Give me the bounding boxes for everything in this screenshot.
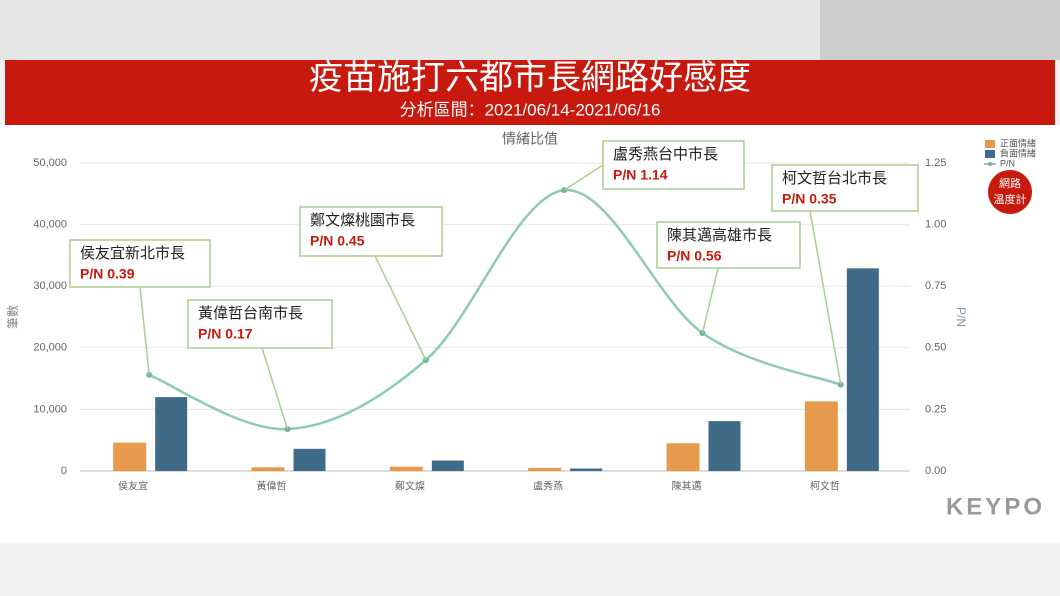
bar [431, 460, 464, 471]
badge-text: 網路 [999, 176, 1021, 190]
y2-tick-label: 0.50 [925, 342, 946, 354]
bar [293, 448, 326, 471]
legend-label: 負面情緒 [1000, 147, 1036, 158]
annotation-box [602, 140, 745, 190]
y2-axis-label: P/N [954, 307, 968, 327]
title-banner [5, 60, 1055, 125]
y2-tick-label: 0.00 [925, 465, 946, 477]
legend-label: P/N [1000, 158, 1015, 168]
annotation-title: 侯友宜新北市長 [80, 245, 185, 262]
y-tick-label: 20,000 [33, 342, 67, 354]
leader-line [139, 286, 150, 375]
y-tick-label: 30,000 [33, 280, 67, 292]
bar [113, 442, 147, 471]
annotation-title: 鄭文燦桃園市長 [310, 212, 415, 229]
x-tick-label: 鄭文燦 [395, 480, 425, 493]
annotation-value: P/N 1.14 [613, 167, 668, 183]
bar [155, 397, 188, 471]
annotation-box [771, 164, 919, 212]
badge-logo [988, 170, 1032, 214]
photo-blur [820, 0, 1060, 60]
annotation-box [656, 221, 801, 269]
leader-line [563, 164, 604, 191]
y-tick-label: 40,000 [33, 219, 67, 231]
y2-tick-label: 1.25 [925, 157, 946, 169]
pn-line [148, 188, 842, 431]
annotation-value: P/N 0.56 [667, 248, 722, 264]
bar [666, 443, 700, 471]
bar [251, 467, 285, 471]
x-tick-label: 黃偉哲 [257, 480, 287, 493]
annotation-title: 柯文哲台北市長 [782, 170, 887, 187]
annotation-title: 盧秀燕台中市長 [613, 146, 718, 163]
chart-title: 疫苗施打六都市長網路好感度 [309, 59, 751, 97]
annotation-value: P/N 0.35 [782, 191, 837, 207]
y-axis-label: 筆數 [6, 305, 20, 329]
legend-swatch [988, 162, 992, 166]
annotation-box [69, 239, 211, 288]
legend-label: 正面情緒 [1000, 137, 1036, 148]
y2-tick-label: 1.00 [925, 219, 946, 231]
y2-tick-label: 0.25 [925, 403, 946, 415]
annotation-value: P/N 0.45 [310, 233, 365, 249]
annotation-value: P/N 0.17 [198, 326, 253, 342]
brand-logo: KEYPO [946, 493, 1045, 520]
annotation-title: 黃偉哲台南市長 [198, 305, 303, 322]
legend-swatch [985, 140, 995, 148]
x-tick-label: 陳其邁 [672, 480, 702, 493]
leader-line [374, 255, 427, 361]
bar [528, 467, 562, 471]
y-tick-label: 10,000 [33, 403, 67, 415]
bar [570, 468, 603, 471]
x-tick-label: 侯友宜 [118, 480, 148, 493]
y-tick-label: 50,000 [33, 157, 67, 169]
bar [846, 268, 879, 471]
y-tick-label: 0 [61, 465, 67, 477]
x-tick-label: 盧秀燕 [533, 480, 563, 493]
bar [708, 421, 741, 471]
leader-line [809, 210, 842, 385]
plot-title: 情緒比值 [502, 131, 558, 147]
bar [804, 401, 838, 471]
annotation-value: P/N 0.39 [80, 266, 135, 282]
annotation-title: 陳其邁高雄市長 [667, 227, 772, 244]
x-tick-label: 柯文哲 [810, 480, 840, 493]
legend-swatch [985, 150, 995, 158]
bar [389, 466, 423, 471]
badge-text: 溫度計 [994, 192, 1027, 206]
leader-line [261, 347, 289, 430]
y2-tick-label: 0.75 [925, 280, 946, 292]
annotation-box [299, 206, 443, 257]
leader-line [701, 267, 719, 334]
chart-subtitle: 分析區間：2021/06/14-2021/06/16 [400, 100, 661, 119]
annotation-box [187, 299, 333, 349]
